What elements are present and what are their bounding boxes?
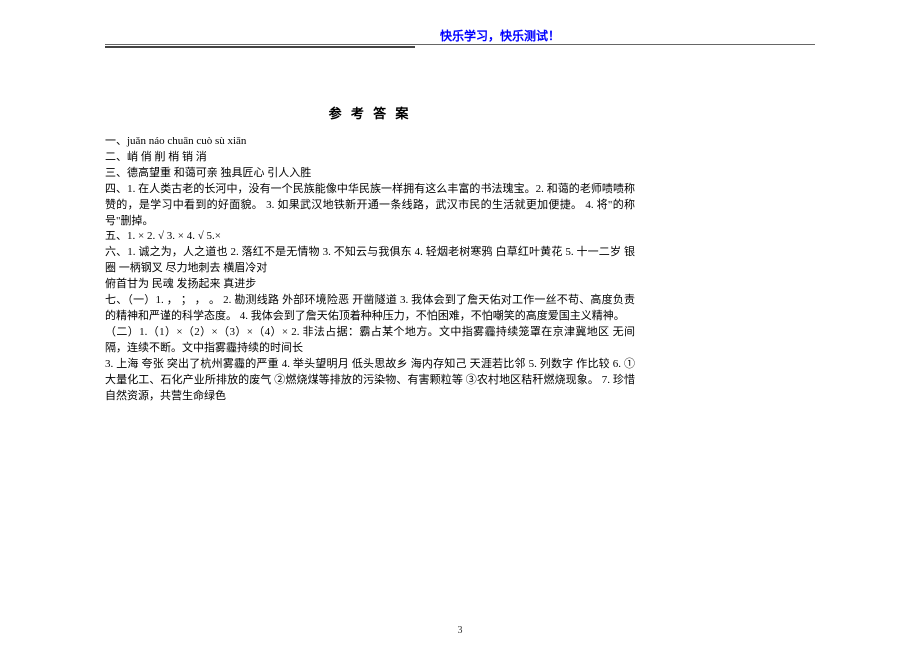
section-six-cont: 俯首甘为 民魂 发扬起来 真进步 (105, 277, 635, 293)
section-five: 五、1. × 2. √ 3. × 4. √ 5.× (105, 229, 635, 245)
header-rule-top (105, 44, 815, 45)
section-three: 三、德高望重 和蔼可亲 独具匠心 引人入胜 (105, 166, 635, 182)
answer-title: 参 考 答 案 (105, 105, 635, 124)
section-seven-two: （二）1.（1）×（2）×（3）×（4）× 2. 非法占据：霸占某个地方。文中指… (105, 325, 635, 357)
section-six: 六、1. 诚之为，人之道也 2. 落红不是无情物 3. 不知云与我俱东 4. 轻… (105, 245, 635, 277)
header-banner: 快乐学习，快乐测试！ (440, 27, 560, 44)
section-one: 一、juǎn náo chuān cuò sù xiān (105, 134, 635, 150)
page-number: 3 (458, 625, 463, 636)
section-line3: 3. 上海 夸张 突出了杭州雾霾的严重 4. 举头望明月 低头思故乡 海内存知己… (105, 357, 635, 405)
section-two: 二、峭 俏 削 梢 销 消 (105, 150, 635, 166)
header-rule-left (105, 46, 415, 48)
answer-content: 参 考 答 案 一、juǎn náo chuān cuò sù xiān 二、峭… (105, 105, 635, 405)
section-seven: 七、（一）1. ， ； ， 。 2. 勘测线路 外部环境险恶 开凿隧道 3. 我… (105, 293, 635, 325)
section-four: 四、1. 在人类古老的长河中，没有一个民族能像中华民族一样拥有这么丰富的书法瑰宝… (105, 182, 635, 230)
